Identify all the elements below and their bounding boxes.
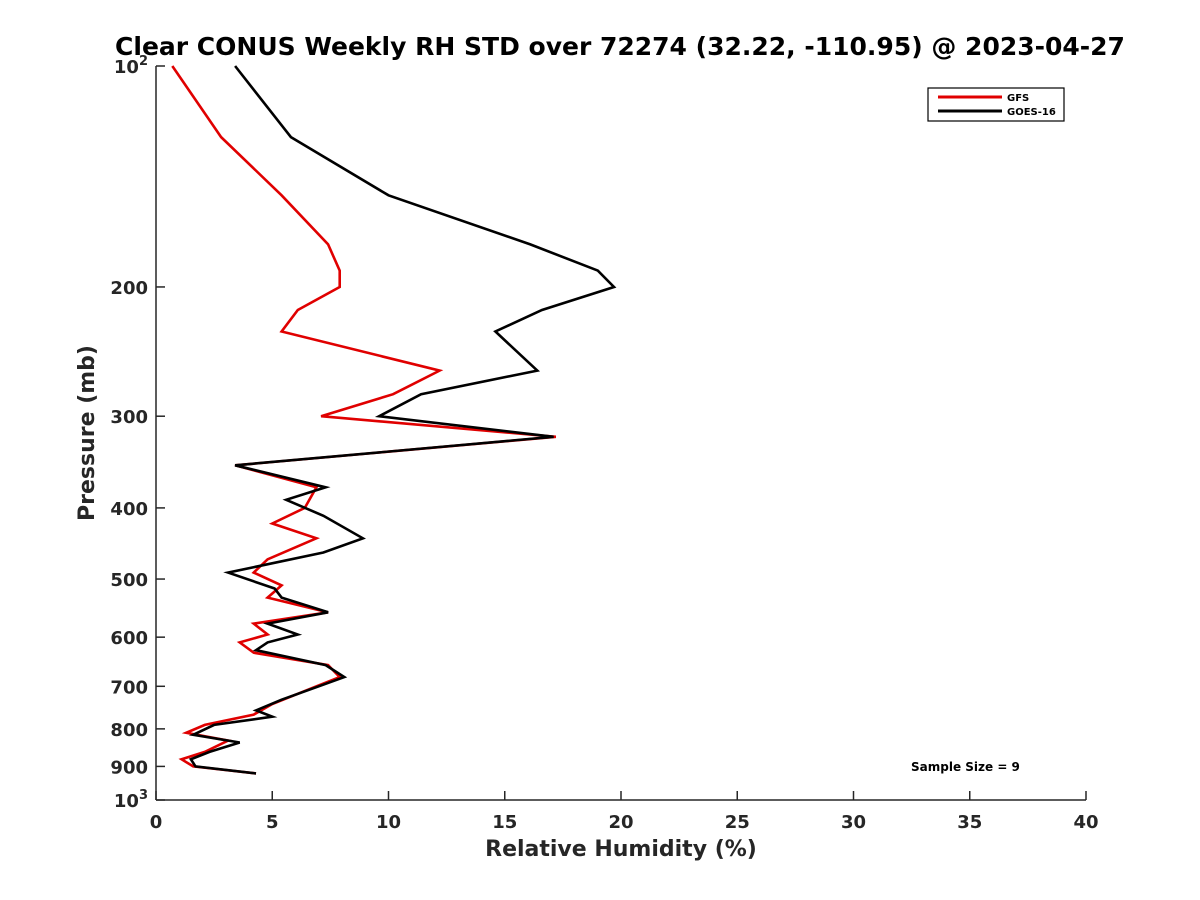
series-line-goes16 [188,65,617,775]
y-tick-label-base: 900 [110,757,148,778]
x-tick-label: 25 [725,812,750,833]
x-tick-label: 10 [376,812,401,833]
x-tick-label: 15 [492,812,517,833]
y-axis-label: Pressure (mb) [75,345,100,521]
y-tick-label: 102 [114,54,148,78]
x-tick-label: 35 [957,812,982,833]
y-tick-label-base: 300 [110,407,148,428]
series-line-gfs [171,65,557,775]
y-tick-label: 200 [110,278,148,299]
y-tick-label: 300 [110,407,148,428]
x-ticks: 0 5 10 15 20 25 30 35 40 [150,791,1099,833]
y-tick-label-base: 600 [110,628,148,649]
y-tick-label: 800 [110,720,148,741]
x-tick-label: 0 [150,812,163,833]
x-tick-label: 30 [841,812,866,833]
y-tick-label-base: 700 [110,677,148,698]
y-tick-label-base: 500 [110,570,148,591]
y-tick-label: 900 [110,757,148,778]
x-tick-label: 5 [266,812,279,833]
y-tick-label-exponent: 2 [139,54,148,69]
legend-box [927,87,1065,122]
legend: GFS GOES-16 [927,87,1065,122]
y-tick-label: 400 [110,499,148,520]
y-tick-label: 600 [110,628,148,649]
y-tick-label: 103 [114,788,148,812]
x-tick-label: 40 [1073,812,1098,833]
y-tick-label-base: 10 [114,57,139,78]
chart-title: Clear CONUS Weekly RH STD over 72274 (32… [115,32,1125,61]
series-layer [171,65,617,775]
x-tick-label: 20 [608,812,633,833]
y-tick-label: 500 [110,570,148,591]
y-tick-label-base: 200 [110,278,148,299]
legend-label-goes16: GOES-16 [1007,107,1056,118]
legend-label-gfs: GFS [1007,93,1029,104]
plot-area [155,66,1086,801]
y-tick-label-base: 800 [110,720,148,741]
y-tick-label: 700 [110,677,148,698]
y-tick-label-exponent: 3 [139,788,148,803]
y-tick-label-base: 400 [110,499,148,520]
sample-size-annotation: Sample Size = 9 [911,760,1020,774]
x-axis-label: Relative Humidity (%) [485,837,757,862]
y-tick-label-base: 10 [114,791,139,812]
